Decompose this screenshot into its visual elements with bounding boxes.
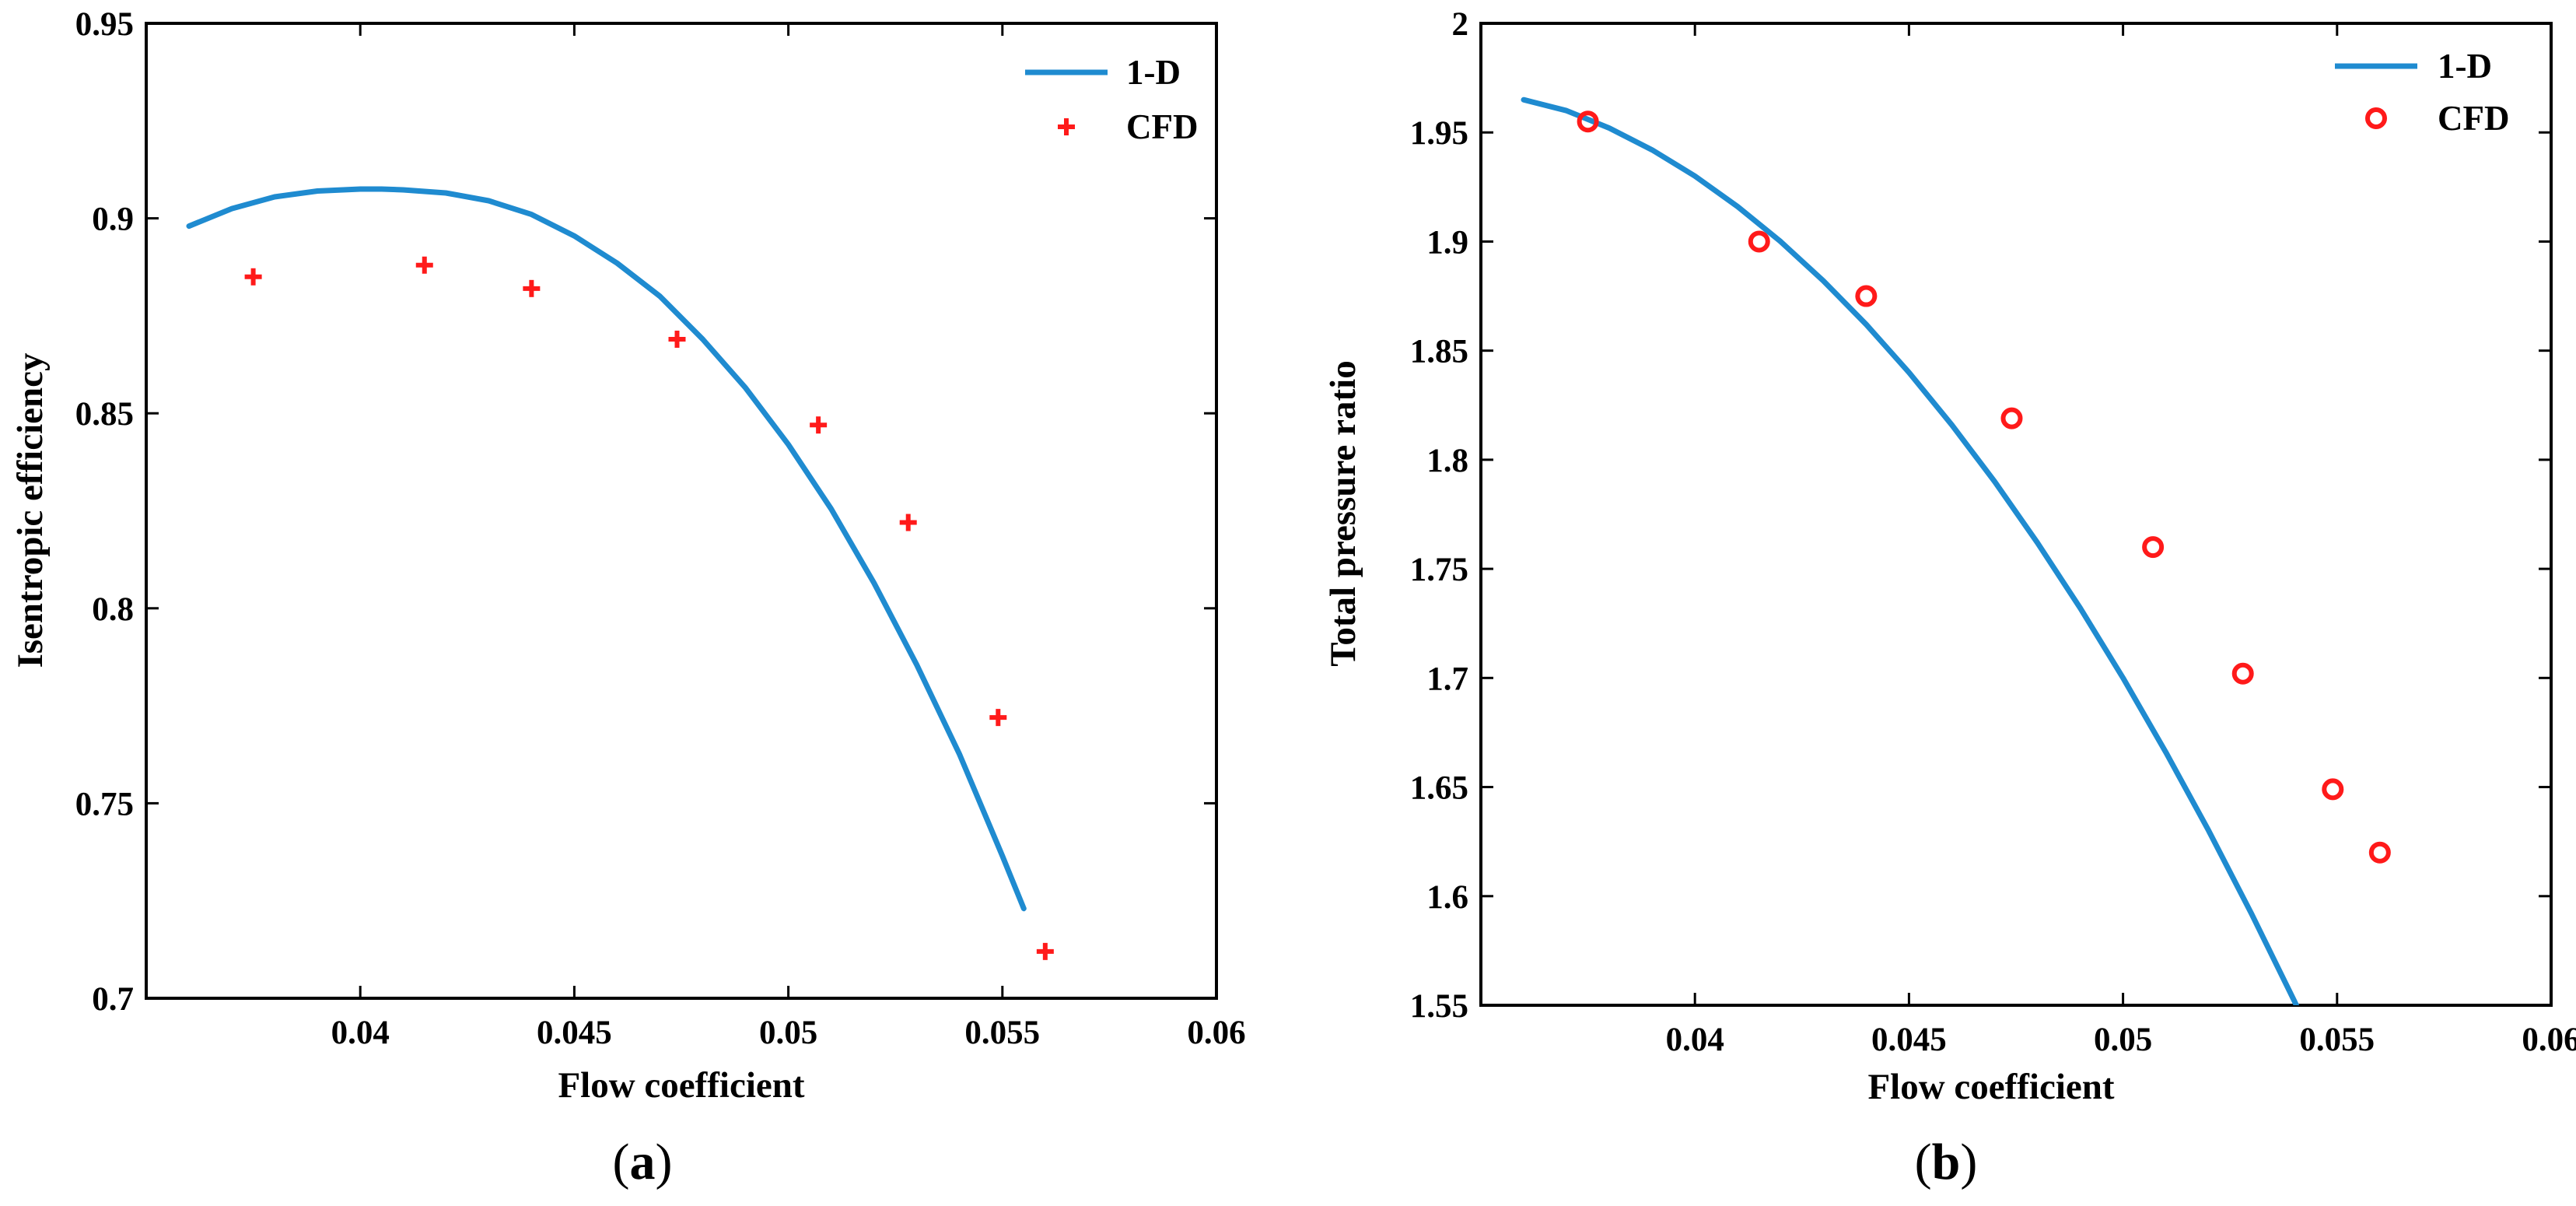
legend-label-cfd: CFD xyxy=(2438,99,2509,138)
x-axis-label: Flow coefficient xyxy=(1867,1067,2114,1107)
legend-label-1d: 1-D xyxy=(1126,53,1181,92)
legend: 1-D CFD xyxy=(2335,47,2509,138)
x-tick-label: 0.055 xyxy=(964,1015,1040,1051)
y-tick-label: 1.8 xyxy=(1426,443,1468,479)
y-tick-label: 2 xyxy=(1452,6,1469,43)
cfd-point xyxy=(899,514,917,531)
cfd-point xyxy=(668,330,686,348)
cfd-point xyxy=(523,279,541,297)
cfd-point xyxy=(1036,942,1054,960)
cfd-point xyxy=(244,268,262,286)
y-tick-label: 0.8 xyxy=(92,591,134,628)
y-tick-label: 1.85 xyxy=(1410,334,1468,370)
panel-a-isentropic-efficiency: 0.7 0.75 0.8 0.85 0.9 0.95 0.04 0.045 0.05 0.055… xyxy=(10,6,1246,1190)
y-tick-labels: 1.55 1.6 1.65 1.7 1.75 1.8 1.85 1.9 1.95 2 xyxy=(1410,6,1468,1025)
cfd-point xyxy=(2231,662,2254,685)
x-tick-label: 0.05 xyxy=(2094,1022,2152,1058)
panel-b-total-pressure-ratio: 1.551.61.651.71.751.81.851.91.952 0.04 0.… xyxy=(1323,6,2576,1190)
series-line-1-d xyxy=(186,186,1027,912)
cfd-point xyxy=(1855,285,1878,307)
y-tick-label: 0.75 xyxy=(75,786,134,822)
x-tick-label: 0.045 xyxy=(1871,1022,1947,1058)
y-tick-label: 1.75 xyxy=(1410,552,1468,588)
axis-ticks xyxy=(1481,22,2553,1007)
y-axis-label: Isentropic efficiency xyxy=(10,352,51,668)
cfd-point xyxy=(2368,841,2391,864)
y-tick-label: 1.95 xyxy=(1410,115,1468,152)
y-tick-label: 0.9 xyxy=(92,202,134,238)
data-series xyxy=(186,186,1054,960)
panel-caption-a: (a) xyxy=(613,1134,673,1190)
cfd-point xyxy=(2000,407,2023,429)
x-axis-label: Flow coefficient xyxy=(558,1065,804,1106)
x-tick-label: 0.04 xyxy=(331,1015,390,1051)
y-tick-label: 1.9 xyxy=(1426,224,1468,261)
cfd-point xyxy=(989,709,1007,727)
legend-circle-marker xyxy=(2365,107,2387,129)
y-tick-label: 1.6 xyxy=(1426,879,1468,916)
data-series xyxy=(1521,96,2391,1005)
x-tick-label: 0.05 xyxy=(759,1015,817,1051)
x-tick-label: 0.055 xyxy=(2299,1022,2375,1058)
y-tick-label: 0.7 xyxy=(92,981,134,1018)
caption-letter: a xyxy=(630,1134,656,1190)
legend-plus-marker xyxy=(1058,118,1075,135)
cfd-point xyxy=(415,256,433,274)
legend: 1-D CFD xyxy=(1025,53,1198,146)
y-tick-labels: 0.7 0.75 0.8 0.85 0.9 0.95 xyxy=(75,6,134,1018)
legend-label-1d: 1-D xyxy=(2438,47,2492,86)
x-tick-label: 0.06 xyxy=(1187,1015,1245,1051)
caption-letter: b xyxy=(1932,1134,1961,1190)
plot-frame xyxy=(145,22,1218,1000)
cfd-point xyxy=(2322,778,2344,801)
cfd-point xyxy=(1577,110,1599,133)
x-tick-label: 0.04 xyxy=(1666,1022,1724,1058)
y-tick-label: 1.65 xyxy=(1410,770,1468,807)
x-tick-labels: 0.04 0.045 0.05 0.055 0.06 xyxy=(1666,1022,2576,1058)
y-tick-label: 1.7 xyxy=(1426,661,1468,697)
axis-ticks xyxy=(146,22,1218,1000)
y-tick-label: 0.95 xyxy=(75,6,134,43)
y-tick-label: 0.85 xyxy=(75,396,134,433)
x-tick-label: 0.045 xyxy=(537,1015,612,1051)
cfd-point xyxy=(810,416,828,434)
x-tick-labels: 0.04 0.045 0.05 0.055 0.06 xyxy=(331,1015,1246,1051)
x-tick-label: 0.06 xyxy=(2522,1022,2576,1058)
plot-frame xyxy=(1479,22,2553,1007)
cfd-point xyxy=(1748,230,1770,253)
y-tick-label: 1.55 xyxy=(1410,988,1468,1025)
panel-caption-b: (b) xyxy=(1915,1134,1978,1190)
y-axis-label: Total pressure ratio xyxy=(1323,360,1363,666)
cfd-point xyxy=(2142,536,2165,559)
series-line-1-d xyxy=(1521,96,2300,1005)
legend-label-cfd: CFD xyxy=(1126,107,1198,146)
